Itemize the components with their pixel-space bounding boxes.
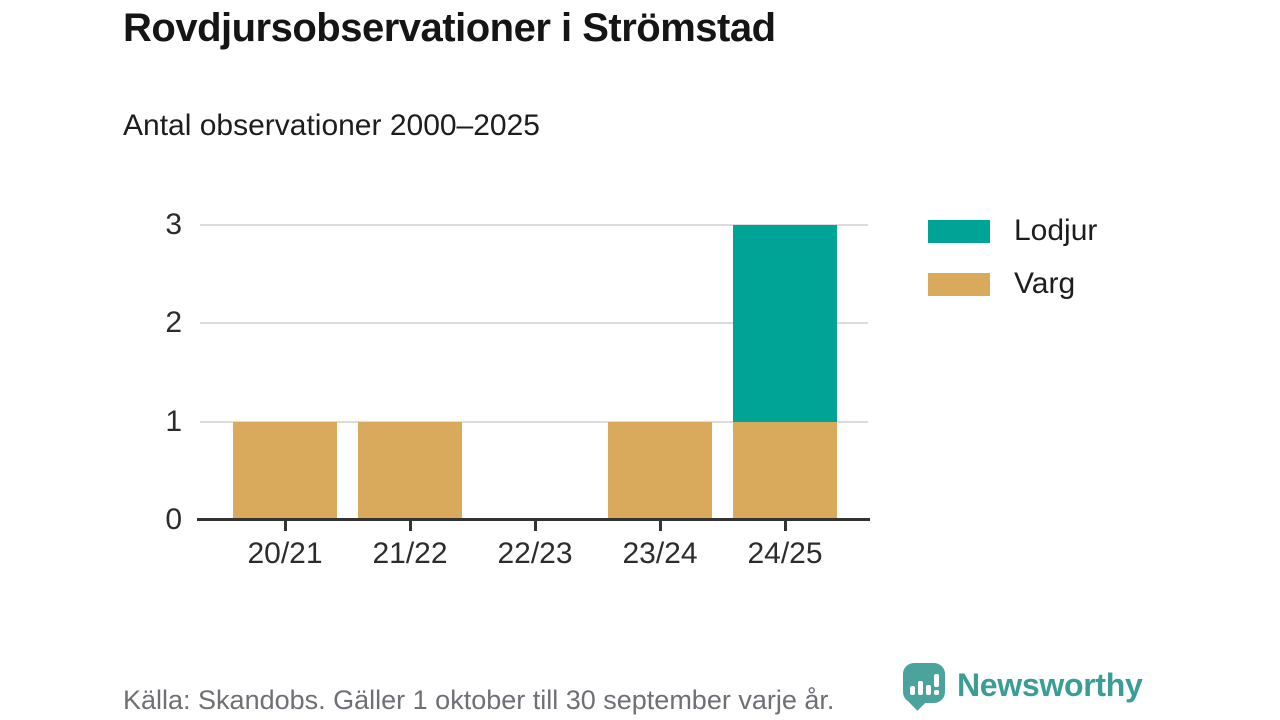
legend-swatch-varg-icon: [928, 272, 990, 296]
gridline-y2: [200, 322, 868, 325]
x-tick-23-24: [658, 521, 662, 531]
x-tick-label-22-23: 22/23: [497, 537, 573, 570]
bar-segment-varg-24-25: [733, 421, 837, 520]
legend-label-lodjur: Lodjur: [1014, 214, 1098, 247]
x-tick-24-25: [783, 521, 787, 531]
x-tick-label-21-22: 21/22: [372, 537, 448, 570]
x-tick-20-21: [283, 521, 287, 531]
legend: Lodjur Varg: [928, 216, 1097, 322]
legend-swatch-lodjur-icon: [928, 219, 990, 243]
logo-bar-chart-icon: [903, 674, 945, 695]
x-tick-label-20-21: 20/21: [247, 537, 323, 570]
source-note: Källa: Skandobs. Gäller 1 oktober till 3…: [123, 685, 835, 715]
y-tick-label-3: 3: [165, 208, 182, 241]
bar-segment-varg-20-21: [233, 421, 337, 520]
y-tick-label-2: 2: [165, 306, 182, 340]
brand-wordmark: Newsworthy: [957, 667, 1143, 703]
x-tick-label-23-24: 23/24: [622, 537, 698, 570]
bar-segment-lodjur-24-25: [733, 225, 837, 422]
chart-title: Rovdjursobservationer i Strömstad: [123, 6, 776, 50]
x-axis-line: [197, 518, 870, 521]
gridline-y3: [200, 224, 868, 226]
legend-item-lodjur: Lodjur: [928, 216, 1097, 246]
y-tick-label-0: 0: [165, 503, 182, 536]
legend-label-varg: Varg: [1014, 267, 1076, 300]
x-tick-label-24-25: 24/25: [747, 537, 823, 570]
x-tick-21-22: [408, 521, 412, 531]
gridline-y1: [200, 420, 868, 423]
legend-item-varg: Varg: [928, 269, 1097, 299]
chart-subtitle: Antal observationer 2000–2025: [123, 109, 540, 142]
newsworthy-logo-icon: [903, 663, 945, 711]
x-tick-22-23: [533, 521, 537, 531]
bar-segment-varg-23-24: [608, 421, 712, 520]
y-tick-label-1: 1: [165, 404, 182, 438]
newsworthy-brand: Newsworthy: [903, 663, 1143, 711]
bar-segment-varg-21-22: [358, 421, 462, 520]
